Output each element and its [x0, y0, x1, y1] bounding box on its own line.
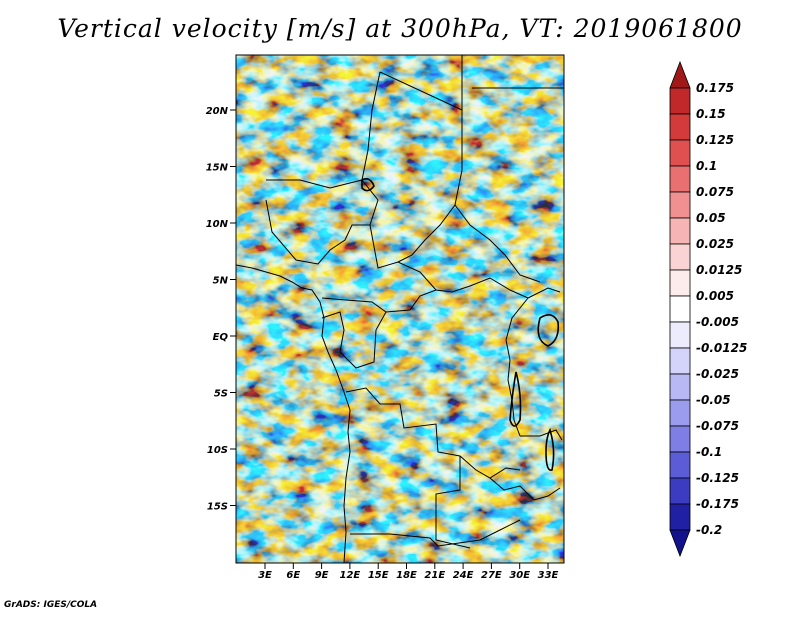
lon-tick-label: 9E	[315, 570, 329, 581]
colorbar-label: 0.1	[696, 159, 717, 173]
colorbar-segment	[669, 243, 691, 271]
border-uganda-kenya	[527, 287, 561, 299]
colorbar-segment	[669, 113, 691, 141]
colorbar-segment	[669, 165, 691, 193]
colorbar-segment	[669, 321, 691, 349]
colorbar-label: 0.05	[696, 211, 726, 225]
border-ethiopia	[454, 87, 564, 283]
colorbar-label: 0.025	[696, 237, 734, 251]
colorbar-label: -0.1	[696, 445, 722, 459]
colorbar-label: -0.005	[696, 315, 739, 329]
colorbar: 0.175 0.15 0.125 0.1 0.075 0.05 0.025 0.0125 0.0…	[669, 60, 747, 558]
lon-tick-label: 18E	[396, 570, 417, 581]
colorbar-segment	[669, 139, 691, 167]
colorbar-segment	[669, 87, 691, 115]
colorbar-label: -0.125	[696, 471, 739, 485]
colorbar-label: 0.0125	[696, 263, 742, 277]
colorbar-label: -0.175	[696, 497, 739, 511]
boundaries	[236, 55, 564, 563]
colorbar-label: -0.05	[696, 393, 731, 407]
border-car	[369, 224, 529, 299]
border-gabon-congo	[321, 311, 387, 369]
colorbar-label: 0.005	[696, 289, 734, 303]
lake-victoria	[537, 314, 560, 347]
lat-tick-label: 5N	[213, 276, 229, 287]
map-frame	[235, 54, 565, 564]
lake-malawi	[545, 427, 555, 471]
lon-tick-label: 12E	[340, 570, 361, 581]
colorbar-label: -0.025	[696, 367, 739, 381]
lake-tanganyika	[509, 371, 522, 427]
colorbar-segment	[669, 269, 691, 297]
coastline	[236, 264, 351, 563]
colorbar-segment	[669, 399, 691, 427]
border-angola-zambia	[435, 456, 471, 549]
lat-tick-label: 10N	[206, 219, 229, 230]
colorbar-segment	[669, 373, 691, 401]
lon-tick-label: 30E	[509, 570, 530, 581]
colorbar-arrow-top	[669, 60, 691, 89]
chart-title: Vertical velocity [m/s] at 300hPa, VT: 2…	[57, 14, 743, 43]
lon-tick-label: 24E	[453, 570, 474, 581]
colorbar-label: -0.2	[696, 523, 722, 537]
colorbar-segment	[669, 217, 691, 245]
vertical-velocity-field	[236, 55, 564, 563]
lat-tick-label: EQ	[213, 332, 229, 343]
lat-tick-label: 5S	[214, 389, 228, 400]
lat-tick-label: 10S	[207, 445, 228, 456]
colorbar-segment	[669, 451, 691, 479]
colorbar-label: 0.075	[696, 185, 734, 199]
latitude-ticks: 20N 15N 10N 5N EQ 5S 10S 15S	[206, 106, 236, 513]
border-nigeria-cameroon	[265, 199, 370, 265]
colorbar-segment	[669, 503, 691, 531]
lon-tick-label: 3E	[258, 570, 272, 581]
border-zambia-east	[489, 477, 561, 501]
lon-tick-label: 15E	[368, 570, 389, 581]
lat-tick-label: 20N	[206, 106, 229, 117]
longitude-ticks: 3E 6E 9E 12E 15E 18E 21E 24E 27E 30E 33E	[258, 563, 559, 581]
colorbar-label: 0.125	[696, 133, 734, 147]
border-niger-chad	[361, 71, 381, 226]
lon-tick-label: 33E	[538, 570, 559, 581]
footer-credit: GrADS: IGES/COLA	[4, 600, 98, 610]
lat-tick-label: 15N	[206, 163, 229, 174]
lon-tick-label: 21E	[424, 570, 445, 581]
lon-tick-label: 27E	[481, 570, 502, 581]
colorbar-arrow-bottom	[669, 529, 691, 558]
border-sudan-chad	[379, 71, 463, 263]
colorbar-label: 0.15	[696, 107, 726, 121]
colorbar-segment	[669, 347, 691, 375]
colorbar-segment	[669, 191, 691, 219]
lat-tick-label: 15S	[207, 502, 228, 513]
map-plot-area	[235, 54, 565, 564]
lake-chad	[361, 178, 375, 192]
colorbar-segment	[669, 425, 691, 453]
border-drc-east	[505, 297, 529, 437]
lon-tick-label: 6E	[286, 570, 300, 581]
border-niger-nigeria	[266, 179, 363, 189]
colorbar-label: 0.175	[696, 81, 734, 95]
border-namibia	[350, 519, 521, 547]
colorbar-label: -0.0125	[696, 341, 747, 355]
colorbar-segment	[669, 477, 691, 505]
colorbar-segment	[669, 295, 691, 323]
colorbar-label: -0.075	[696, 419, 739, 433]
border-drc-angola	[345, 387, 521, 479]
